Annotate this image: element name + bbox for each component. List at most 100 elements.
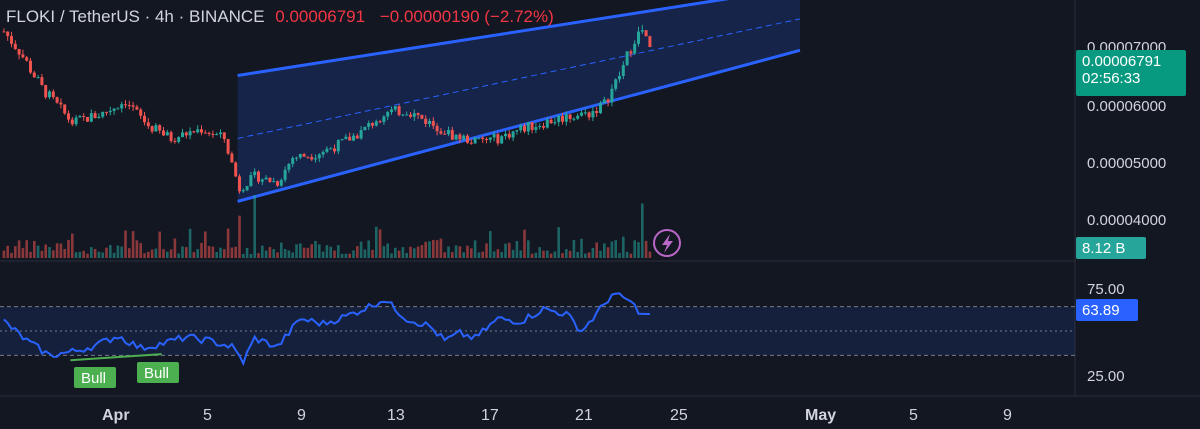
candle[interactable]: [97, 113, 101, 119]
candle[interactable]: [633, 40, 637, 55]
candle[interactable]: [302, 152, 306, 157]
candle[interactable]: [469, 138, 473, 145]
candle[interactable]: [264, 175, 268, 180]
candle[interactable]: [51, 89, 55, 100]
candle[interactable]: [146, 117, 150, 130]
candle[interactable]: [59, 98, 63, 109]
candle[interactable]: [401, 113, 405, 117]
candle[interactable]: [158, 124, 162, 134]
candle[interactable]: [25, 55, 29, 62]
candle[interactable]: [363, 126, 367, 131]
candle[interactable]: [644, 30, 648, 37]
candle[interactable]: [116, 107, 120, 110]
candle[interactable]: [428, 118, 431, 128]
candle[interactable]: [340, 138, 344, 141]
lightning-icon[interactable]: [653, 229, 681, 257]
candle[interactable]: [314, 154, 317, 163]
candle[interactable]: [317, 153, 321, 162]
candle[interactable]: [629, 49, 633, 58]
candle[interactable]: [40, 73, 44, 86]
candle[interactable]: [420, 114, 424, 120]
candle[interactable]: [504, 130, 507, 140]
candle[interactable]: [443, 130, 447, 135]
candle[interactable]: [127, 100, 131, 110]
candle[interactable]: [162, 126, 165, 137]
candle[interactable]: [150, 125, 154, 134]
candle[interactable]: [538, 123, 542, 130]
candle[interactable]: [105, 111, 108, 116]
candle[interactable]: [287, 162, 291, 173]
candle[interactable]: [226, 138, 230, 155]
candle[interactable]: [640, 24, 644, 34]
candle[interactable]: [253, 168, 257, 178]
candle[interactable]: [439, 127, 443, 135]
candle[interactable]: [2, 28, 6, 33]
candle[interactable]: [507, 130, 511, 140]
candle[interactable]: [173, 137, 177, 144]
candle[interactable]: [405, 111, 409, 116]
candle[interactable]: [530, 122, 534, 134]
candle[interactable]: [447, 126, 450, 137]
candle[interactable]: [257, 170, 260, 184]
candle[interactable]: [139, 107, 143, 120]
candle[interactable]: [496, 132, 500, 146]
candle[interactable]: [614, 78, 618, 92]
candle[interactable]: [321, 150, 325, 158]
candle[interactable]: [310, 153, 314, 162]
candle[interactable]: [374, 119, 378, 127]
candle[interactable]: [352, 133, 355, 142]
candle[interactable]: [120, 101, 124, 113]
candle[interactable]: [67, 110, 70, 123]
candle[interactable]: [268, 177, 272, 183]
candle[interactable]: [21, 49, 25, 59]
candle[interactable]: [386, 110, 390, 121]
candle[interactable]: [485, 137, 488, 144]
candle[interactable]: [181, 128, 184, 138]
candle[interactable]: [409, 111, 412, 119]
candle[interactable]: [606, 98, 610, 107]
candle[interactable]: [431, 117, 435, 130]
candle[interactable]: [500, 134, 504, 145]
candle[interactable]: [348, 132, 352, 141]
candle[interactable]: [382, 114, 386, 125]
candle[interactable]: [89, 109, 93, 123]
candle[interactable]: [295, 156, 298, 162]
candle[interactable]: [108, 106, 112, 116]
candle[interactable]: [618, 71, 621, 83]
candle[interactable]: [542, 122, 545, 130]
candle[interactable]: [481, 135, 485, 143]
candle[interactable]: [222, 132, 226, 143]
candle[interactable]: [393, 105, 397, 112]
candle[interactable]: [6, 31, 10, 41]
candle[interactable]: [424, 115, 428, 128]
candle[interactable]: [203, 130, 207, 134]
candle[interactable]: [599, 100, 602, 115]
candle[interactable]: [610, 84, 614, 107]
candle[interactable]: [215, 132, 219, 136]
candle[interactable]: [371, 122, 374, 129]
candle[interactable]: [291, 156, 295, 168]
candle[interactable]: [249, 171, 253, 187]
candle[interactable]: [572, 117, 576, 122]
candle[interactable]: [298, 153, 302, 160]
candle[interactable]: [519, 123, 523, 133]
candle[interactable]: [595, 106, 599, 117]
candle[interactable]: [336, 139, 340, 155]
channel-upper-line[interactable]: [237, 0, 800, 77]
candle[interactable]: [526, 122, 530, 135]
candle[interactable]: [462, 134, 466, 141]
candle[interactable]: [55, 96, 59, 104]
candle[interactable]: [169, 130, 173, 144]
candle[interactable]: [515, 129, 519, 135]
candle[interactable]: [48, 89, 51, 100]
candle[interactable]: [283, 166, 287, 183]
candle[interactable]: [561, 112, 564, 125]
candle[interactable]: [279, 178, 283, 187]
candle[interactable]: [234, 161, 238, 178]
candle[interactable]: [154, 122, 158, 132]
candle[interactable]: [591, 106, 595, 122]
candle[interactable]: [488, 137, 492, 143]
candle[interactable]: [177, 136, 181, 144]
candle[interactable]: [93, 110, 97, 119]
candle[interactable]: [112, 108, 116, 115]
